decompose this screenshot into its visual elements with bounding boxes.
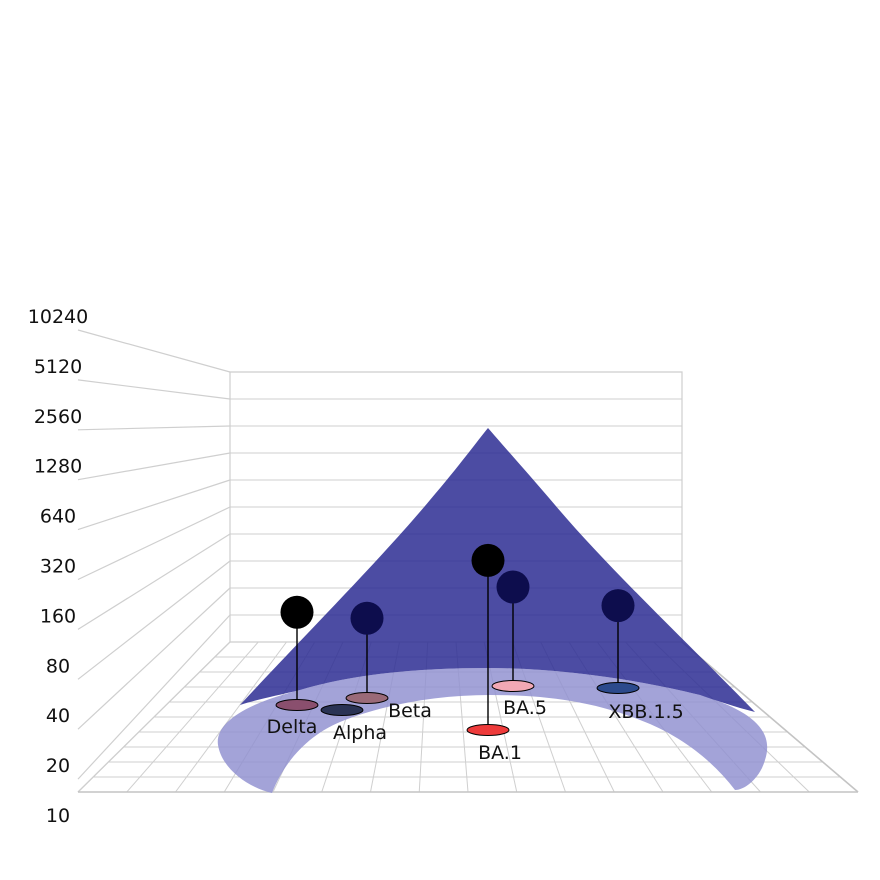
z-grid-line <box>77 587 231 730</box>
z-tick-label: 10 <box>46 805 70 827</box>
z-tick-label: 10240 <box>28 306 88 328</box>
z-grid-line <box>77 614 231 780</box>
variant-label: BA.5 <box>503 697 547 719</box>
z-tick-label: 320 <box>40 556 76 578</box>
variant-label: BA.1 <box>478 742 522 764</box>
data-point: XBB.1.5 <box>596 589 684 723</box>
z-tick-label: 2560 <box>34 406 82 428</box>
z-tick-label: 20 <box>46 755 70 777</box>
data-point: BA.5 <box>491 570 547 719</box>
z-tick-label: 640 <box>40 506 76 528</box>
z-grid-line <box>77 560 231 680</box>
z-grid-line <box>77 506 231 581</box>
z-axis-ticks: 10240 5120 2560 1280 640 320 160 80 40 20 10 <box>28 306 88 827</box>
data-point: Delta <box>267 595 319 738</box>
titer-marker <box>601 589 635 623</box>
data-point: Alpha <box>320 704 387 744</box>
base-disc <box>596 682 640 694</box>
floor-right-edge <box>681 641 859 793</box>
z-grid-line <box>77 479 231 531</box>
data-point: BA.1 <box>466 543 522 764</box>
z-tick-label: 40 <box>46 705 70 727</box>
z-tick-label: 5120 <box>34 356 82 378</box>
base-disc <box>491 680 535 692</box>
variant-label: Beta <box>388 700 432 722</box>
z-tick-label: 1280 <box>34 456 82 478</box>
z-tick-label: 160 <box>40 605 76 627</box>
z-grid-line <box>77 329 231 373</box>
variant-label: Delta <box>267 716 318 738</box>
data-point: Beta <box>345 601 432 722</box>
z-grid-line <box>77 533 231 630</box>
titer-marker <box>471 543 505 577</box>
z-grid-line <box>77 425 231 431</box>
base-disc <box>466 724 510 736</box>
base-disc <box>275 699 319 711</box>
z-grid-line <box>77 379 231 400</box>
base-disc <box>320 704 364 716</box>
variant-label: Alpha <box>333 722 387 744</box>
base-disc <box>345 692 389 704</box>
titer-marker <box>350 601 384 635</box>
titer-marker <box>496 570 530 604</box>
z-tick-label: 80 <box>46 655 70 677</box>
variant-label: XBB.1.5 <box>608 701 683 723</box>
titer-marker <box>280 595 314 629</box>
z-grid-line <box>77 452 231 481</box>
